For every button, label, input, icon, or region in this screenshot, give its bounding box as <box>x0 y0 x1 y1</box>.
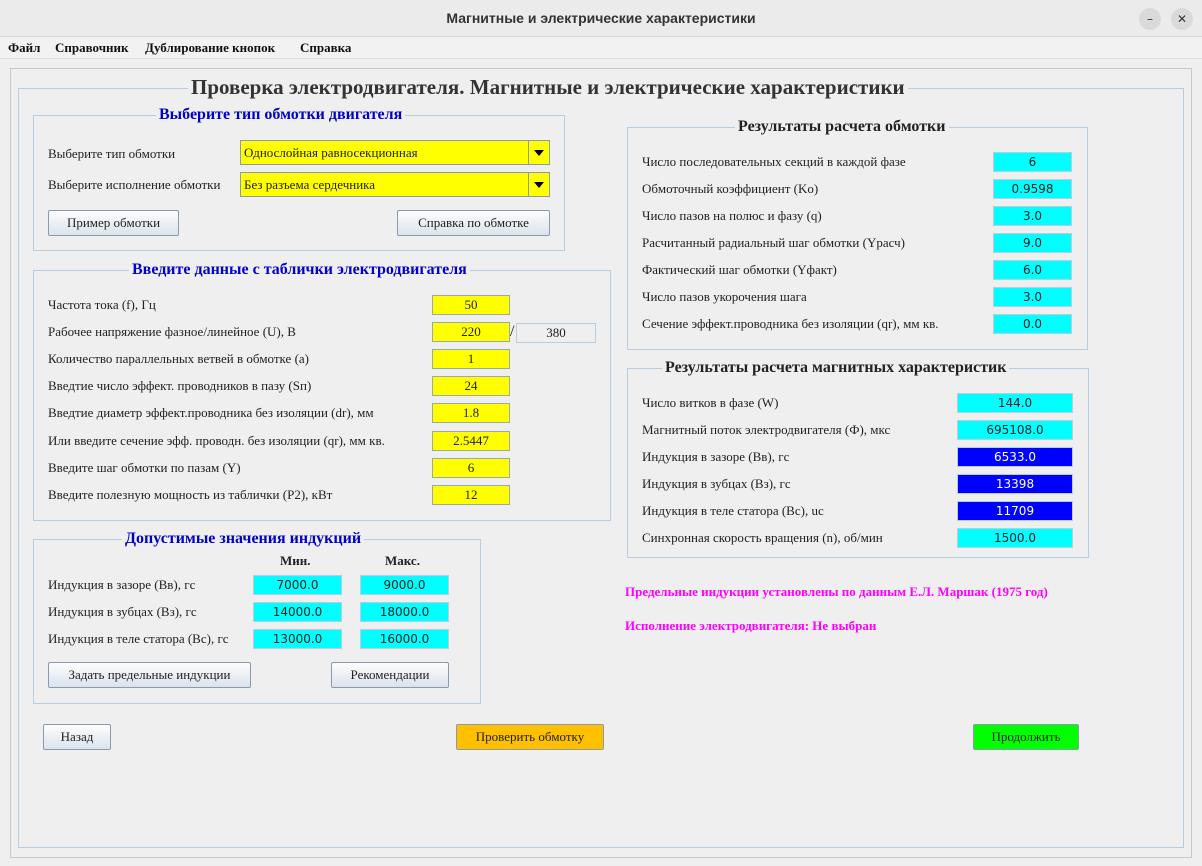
winding-exec-label: Выберите исполнение обмотки <box>48 177 221 192</box>
page-title: Проверка электродвигателя. Магнитные и э… <box>188 75 908 100</box>
line-voltage-field[interactable]: 380 <box>516 323 596 343</box>
voltage-separator: / <box>510 323 515 340</box>
magnetic-result-value: 1500.0 <box>957 528 1073 548</box>
winding-result-label: Расчитанный радиальный шаг обмотки (Yрас… <box>642 235 905 250</box>
back-button[interactable]: Назад <box>43 724 111 750</box>
nameplate-input[interactable]: 220 <box>432 322 510 343</box>
nameplate-label: Количество параллельных ветвей в обмотке… <box>48 351 309 367</box>
nameplate-input[interactable]: 1.8 <box>432 403 510 424</box>
limit-label: Индукция в зазоре (Вв), гс <box>48 577 196 592</box>
magnetic-result-value: 6533.0 <box>957 447 1073 467</box>
menu-bar <box>0 37 1202 59</box>
check-winding-button[interactable]: Проверить обмотку <box>456 724 604 750</box>
recommendations-button[interactable]: Рекомендации <box>331 662 449 688</box>
menu-help[interactable]: Справка <box>300 40 352 55</box>
execution-note: Исполнение электродвигателя: Не выбран <box>625 618 877 633</box>
limits-title: Допустимые значения индукций <box>122 530 365 548</box>
nameplate-label: Введтие диаметр эффект.проводника без из… <box>48 405 374 421</box>
winding-type-label: Выберите тип обмотки <box>48 146 176 161</box>
nameplate-label: Введите шаг обмотки по пазам (Y) <box>48 459 241 475</box>
nameplate-input[interactable]: 6 <box>432 457 510 478</box>
nameplate-label: Рабочее напряжение фазное/линейное (U), … <box>48 324 296 340</box>
limits-source-note: Предельные индукции установлены по данны… <box>625 584 1048 599</box>
title-bar <box>0 0 1202 37</box>
minimize-button[interactable]: – <box>1139 8 1161 30</box>
outer-panel <box>10 68 1192 858</box>
nameplate-input[interactable]: 1 <box>432 349 510 370</box>
winding-result-value: 9.0 <box>993 233 1072 253</box>
continue-button[interactable]: Продолжить <box>973 724 1079 750</box>
limit-min-input[interactable]: 7000.0 <box>253 575 342 595</box>
magnetic-result-value: 11709 <box>957 501 1073 521</box>
winding-exec-value: Без разъема сердечника <box>244 177 376 192</box>
nameplate-label: Введите полезную мощность из таблички (P… <box>48 486 333 502</box>
nameplate-title: Введите данные с таблички электродвигате… <box>129 261 470 279</box>
nameplate-label: Или введите сечение эфф. проводн. без из… <box>48 432 385 448</box>
chevron-down-icon[interactable] <box>528 141 549 164</box>
magnetic-result-value: 695108.0 <box>957 420 1073 440</box>
winding-type-title: Выберите тип обмотки двигателя <box>156 106 406 124</box>
limit-label: Индукция в зубцах (Вз), гс <box>48 604 197 619</box>
magnetic-result-label: Магнитный поток электродвигателя (Ф), мк… <box>642 422 891 437</box>
set-limits-button[interactable]: Задать предельные индукции <box>48 662 251 688</box>
winding-type-select[interactable]: Однослойная равносекционная <box>240 140 550 165</box>
limit-max-input[interactable]: 9000.0 <box>360 575 449 595</box>
magnetic-result-value: 13398 <box>957 474 1073 494</box>
winding-result-label: Число пазов укорочения шага <box>642 289 807 304</box>
winding-result-label: Число пазов на полюс и фазу (q) <box>642 208 822 223</box>
chevron-down-icon[interactable] <box>528 173 549 196</box>
limit-max-input[interactable]: 16000.0 <box>360 629 449 649</box>
winding-help-button[interactable]: Справка по обмотке <box>397 210 550 236</box>
nameplate-label: Введтие число эффект. проводников в пазу… <box>48 378 312 394</box>
magnetic-result-label: Индукция в зубцах (Вз), гс <box>642 476 791 491</box>
winding-result-value: 0.9598 <box>993 179 1072 199</box>
menu-reference[interactable]: Справочник <box>55 40 129 55</box>
winding-result-value: 6 <box>993 152 1072 172</box>
winding-result-label: Фактический шаг обмотки (Yфакт) <box>642 262 837 277</box>
close-button[interactable]: ✕ <box>1171 8 1193 30</box>
menu-file[interactable]: Файл <box>8 40 41 55</box>
winding-result-value: 0.0 <box>993 314 1072 334</box>
winding-results-title: Результаты расчета обмотки <box>735 118 949 136</box>
winding-result-value: 3.0 <box>993 206 1072 226</box>
magnetic-result-label: Индукция в теле статора (Вс), uc <box>642 503 824 518</box>
nameplate-input[interactable]: 24 <box>432 376 510 397</box>
magnetic-result-label: Индукция в зазоре (Вв), гс <box>642 449 790 464</box>
magnetic-result-value: 144.0 <box>957 393 1073 413</box>
magnetic-results-title: Результаты расчета магнитных характерист… <box>662 359 1010 377</box>
limit-min-input[interactable]: 13000.0 <box>253 629 342 649</box>
winding-result-label: Сечение эффект.проводника без изоляции (… <box>642 316 939 331</box>
magnetic-result-label: Синхронная скорость вращения (n), об/мин <box>642 530 883 545</box>
limit-max-input[interactable]: 18000.0 <box>360 602 449 622</box>
nameplate-input[interactable]: 12 <box>432 484 510 505</box>
nameplate-input[interactable]: 50 <box>432 295 510 315</box>
window-title: Магнитные и электрические характеристики <box>446 10 756 26</box>
menu-duplicate-buttons[interactable]: Дублирование кнопок <box>145 40 276 55</box>
limit-min-input[interactable]: 14000.0 <box>253 602 342 622</box>
limit-label: Индукция в теле статора (Вс), гс <box>48 631 229 646</box>
winding-example-button[interactable]: Пример обмотки <box>48 210 179 236</box>
winding-exec-select[interactable]: Без разъема сердечника <box>240 172 550 197</box>
winding-result-label: Обмоточный коэффициент (Ko) <box>642 181 819 196</box>
min-header: Мин. <box>280 553 311 568</box>
winding-type-value: Однослойная равносекционная <box>244 145 418 160</box>
magnetic-result-label: Число витков в фазе (W) <box>642 395 779 410</box>
nameplate-label: Частота тока (f), Гц <box>48 297 156 312</box>
winding-result-value: 6.0 <box>993 260 1072 280</box>
nameplate-input[interactable]: 2.5447 <box>432 430 510 451</box>
winding-result-label: Число последовательных секций в каждой ф… <box>642 154 906 169</box>
winding-result-value: 3.0 <box>993 287 1072 307</box>
max-header: Макс. <box>385 553 420 568</box>
